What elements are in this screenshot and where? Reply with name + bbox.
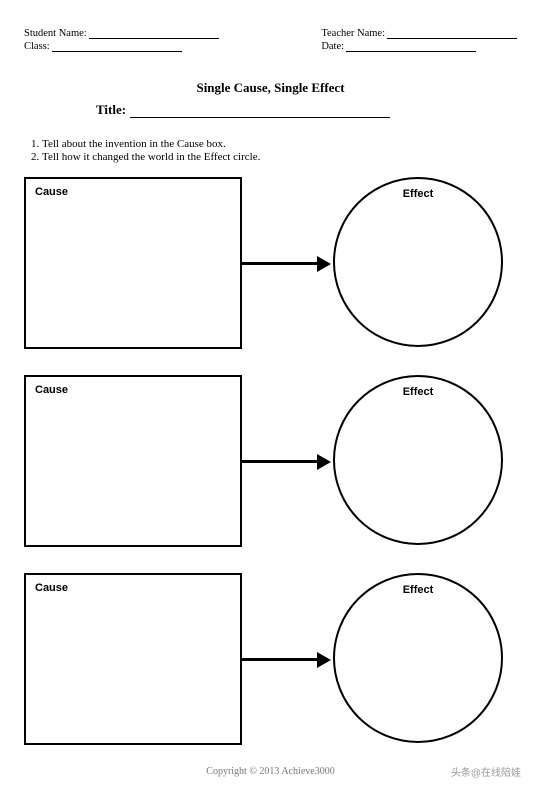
page-title: Single Cause, Single Effect bbox=[24, 80, 517, 96]
cause-effect-row: Cause Effect bbox=[24, 177, 517, 349]
effect-circle[interactable]: Effect bbox=[333, 177, 503, 347]
cause-label: Cause bbox=[35, 186, 231, 198]
teacher-field-group: Teacher Name: Date: bbox=[321, 28, 517, 52]
title-row: Title: bbox=[96, 102, 517, 118]
date-label: Date: bbox=[321, 41, 344, 52]
instruction-item: Tell how it changed the world in the Eff… bbox=[42, 151, 517, 163]
cause-box[interactable]: Cause bbox=[24, 573, 242, 745]
student-name-label: Student Name: bbox=[24, 28, 87, 39]
instructions-list: Tell about the invention in the Cause bo… bbox=[24, 138, 517, 163]
cause-label: Cause bbox=[35, 384, 231, 396]
effect-label: Effect bbox=[335, 584, 501, 596]
title-label: Title: bbox=[96, 102, 126, 118]
cause-box[interactable]: Cause bbox=[24, 177, 242, 349]
student-field-group: Student Name: Class: bbox=[24, 28, 219, 52]
effect-circle[interactable]: Effect bbox=[333, 573, 503, 743]
cause-box[interactable]: Cause bbox=[24, 375, 242, 547]
teacher-name-line[interactable] bbox=[387, 28, 517, 39]
class-row: Class: bbox=[24, 41, 219, 52]
watermark: 头条@在线陪娃 bbox=[451, 764, 521, 779]
date-line[interactable] bbox=[346, 41, 476, 52]
student-name-line[interactable] bbox=[89, 28, 219, 39]
class-line[interactable] bbox=[52, 41, 182, 52]
instruction-item: Tell about the invention in the Cause bo… bbox=[42, 138, 517, 150]
cause-effect-row: Cause Effect bbox=[24, 573, 517, 745]
cause-effect-row: Cause Effect bbox=[24, 375, 517, 547]
effect-label: Effect bbox=[335, 188, 501, 200]
title-line[interactable] bbox=[130, 105, 390, 118]
arrow-icon bbox=[242, 455, 334, 469]
date-row: Date: bbox=[321, 41, 517, 52]
cause-effect-rows: Cause Effect Cause Effect Cause Ef bbox=[24, 177, 517, 745]
cause-label: Cause bbox=[35, 582, 231, 594]
arrow-icon bbox=[242, 257, 334, 271]
class-label: Class: bbox=[24, 41, 50, 52]
effect-label: Effect bbox=[335, 386, 501, 398]
arrow-icon bbox=[242, 653, 334, 667]
header-fields: Student Name: Class: Teacher Name: Date: bbox=[24, 28, 517, 52]
teacher-name-row: Teacher Name: bbox=[321, 28, 517, 39]
teacher-name-label: Teacher Name: bbox=[321, 28, 385, 39]
effect-circle[interactable]: Effect bbox=[333, 375, 503, 545]
student-name-row: Student Name: bbox=[24, 28, 219, 39]
